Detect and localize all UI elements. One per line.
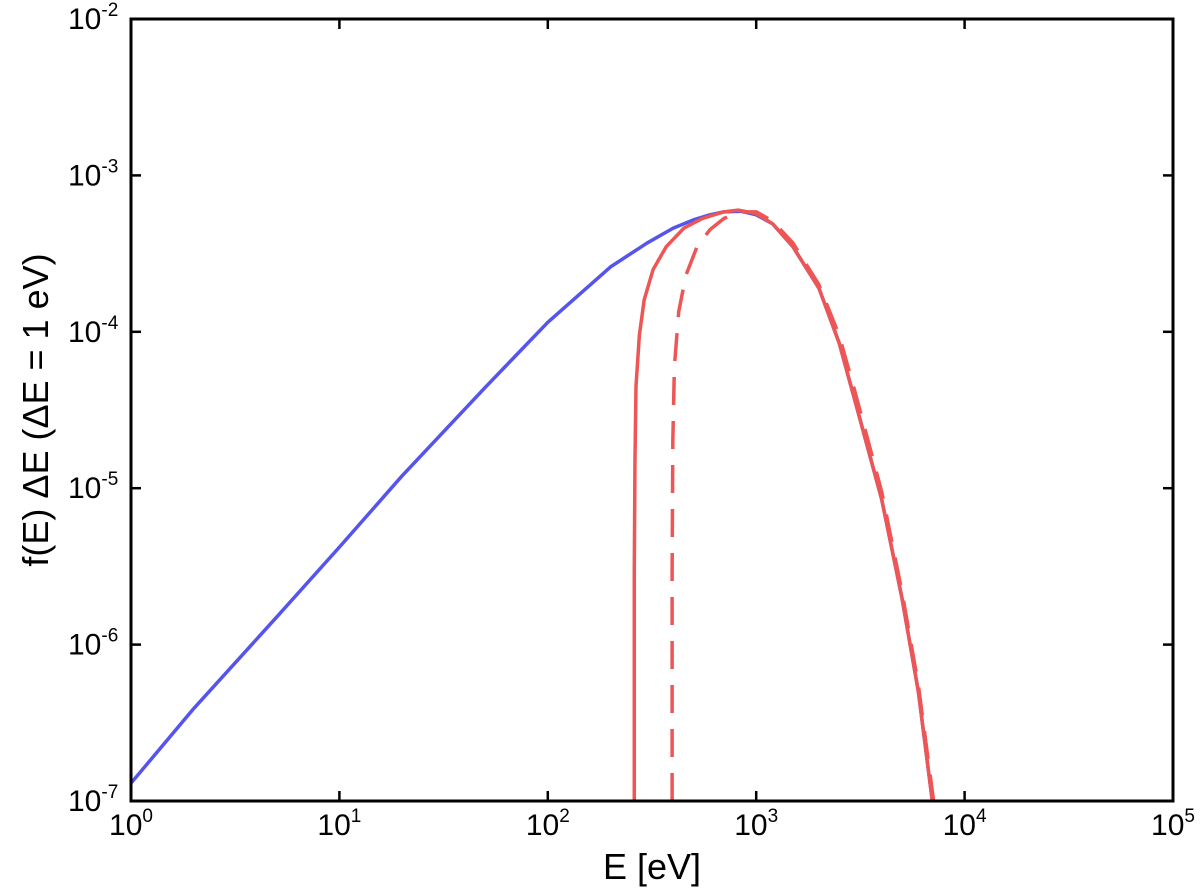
plot-frame <box>129 17 1175 803</box>
x-tick-label: 101 <box>317 806 361 842</box>
y-tick-label: 10-4 <box>68 313 119 349</box>
series-layer <box>131 208 936 801</box>
y-axis-label: f(E) ΔE (ΔE = 1 eV) <box>15 253 56 566</box>
y-tick-label: 10-3 <box>68 156 118 192</box>
x-tick-label: 100 <box>109 806 153 842</box>
series-line-3 <box>670 210 936 801</box>
y-tick-label: 10-6 <box>68 626 118 662</box>
y-tick-label: 10-7 <box>68 782 118 818</box>
y-tick-label: 10-2 <box>68 0 118 36</box>
x-tick-label: 105 <box>1151 806 1195 842</box>
series-line-2 <box>632 208 935 801</box>
x-tick-label: 102 <box>526 806 570 842</box>
x-tick-label: 103 <box>734 806 778 842</box>
y-tick-label: 10-5 <box>68 469 118 505</box>
series-line-1 <box>131 209 935 801</box>
x-tick-label: 104 <box>943 806 987 842</box>
x-axis-label: E [eV] <box>603 846 701 887</box>
ticks-layer: 100 101 102 103 104 105 10-7 10-6 10-5 10-4 10-3 10… <box>68 0 1195 842</box>
